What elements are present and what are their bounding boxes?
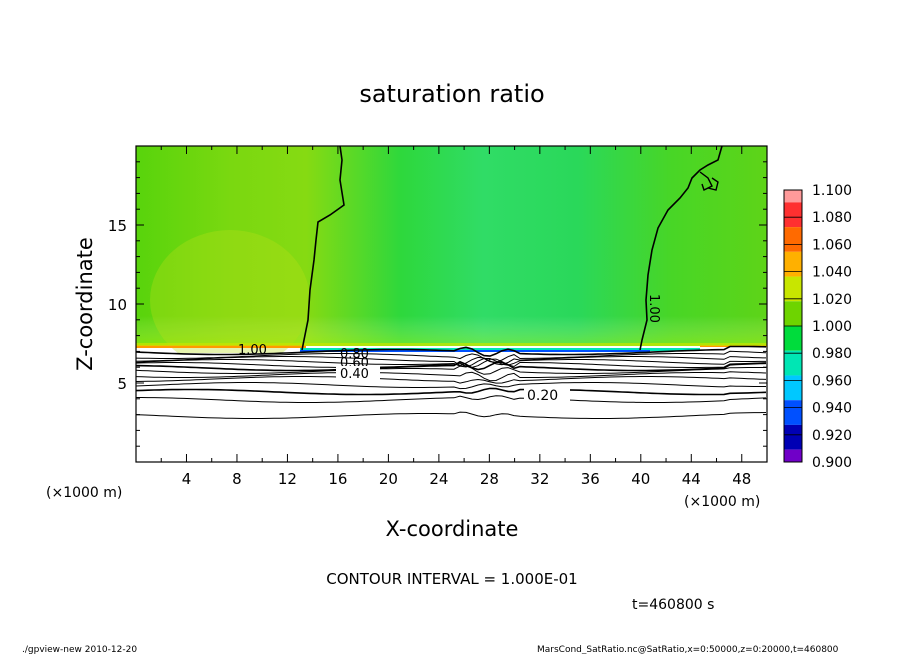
x-tick-label: 36 [581, 470, 600, 488]
contour-line-1-00-left [301, 145, 345, 351]
colorbar: 1.100 1.080 1.060 1.040 1.020 1.000 0.980 0.960… [783, 183, 852, 471]
x-tick-label: 28 [480, 470, 499, 488]
contour-label-0-20: 0.20 [527, 388, 558, 404]
contour-line [135, 345, 767, 357]
colorbar-label: 0.940 [812, 401, 852, 417]
x-tick-label: 40 [631, 470, 650, 488]
x-tick-label: 44 [682, 470, 701, 488]
x-unit-right: (×1000 m) [684, 494, 760, 510]
colorbar-swatch [784, 449, 802, 462]
contour-label-1-00-left: 1.00 [238, 343, 267, 358]
boundary-strip-cyan [300, 348, 700, 351]
colorbar-label: 1.060 [812, 237, 852, 253]
colorbar-swatch [784, 202, 802, 228]
colorbar-swatch [784, 276, 802, 302]
colorbar-swatch [784, 326, 802, 351]
colorbar-swatch [784, 424, 802, 450]
contour-line [135, 365, 766, 375]
colorbar-swatch [784, 227, 802, 252]
contour-line [135, 356, 767, 366]
contour-lines [135, 345, 767, 419]
colorbar-label: 1.000 [812, 319, 852, 335]
x-axis-title: X-coordinate [386, 517, 519, 541]
contour-line [135, 376, 767, 384]
colorbar-swatch [784, 375, 802, 401]
contour-interval: CONTOUR INTERVAL = 1.000E-01 [326, 570, 577, 588]
colorbar-label: 0.900 [812, 455, 852, 471]
time-label: t=460800 s [632, 597, 714, 613]
colorbar-swatch [784, 190, 802, 203]
chart-title: saturation ratio [359, 80, 544, 108]
x-tick-label: 8 [232, 470, 242, 488]
x-tick-label: 12 [278, 470, 297, 488]
contour-line [135, 387, 767, 396]
colorbar-label: 1.100 [812, 183, 852, 199]
y-tick-label: 15 [108, 217, 127, 235]
colorbar-swatch [784, 251, 802, 277]
contour-line [135, 350, 767, 363]
x-unit-left: (×1000 m) [46, 485, 122, 501]
saturation-field-shade [136, 146, 767, 346]
x-tick-label: 4 [182, 470, 192, 488]
x-tick-label: 24 [429, 470, 448, 488]
contour-line-1-00-right-tip [699, 171, 719, 191]
x-tick-label: 48 [732, 470, 751, 488]
contour-line-1-00-right [639, 145, 723, 351]
plot-area: 1.00 1.00 0.80 0.60 0.40 0.20 4 8 12 16 20 24… [108, 145, 768, 488]
contour-line [135, 411, 767, 419]
contour-label-1-00-right: 1.00 [646, 294, 661, 323]
colorbar-swatch [784, 350, 802, 376]
contour-line [135, 358, 767, 368]
colorbar-label: 0.980 [812, 346, 852, 362]
colorbar-label: 1.080 [812, 210, 852, 226]
y-axis-title: Z-coordinate [73, 237, 97, 371]
contour-line [136, 395, 767, 403]
colorbar-label: 0.960 [812, 373, 852, 389]
boundary-strip-orange [136, 345, 306, 348]
boundary-strip-yellow [136, 343, 767, 346]
x-tick-label: 16 [328, 470, 347, 488]
colorbar-label: 1.040 [812, 265, 852, 281]
contour-label-0-80: 0.80 [340, 347, 369, 362]
colorbar-swatch [784, 400, 802, 425]
y-tick-label: 5 [117, 375, 127, 393]
contour-line [135, 371, 767, 382]
supersaturated-region [150, 230, 310, 370]
colorbar-swatch [784, 301, 802, 326]
x-tick-label: 32 [530, 470, 549, 488]
y-ticks: 5 10 15 [108, 161, 767, 447]
contour-line [135, 360, 767, 372]
contour-label-0-40: 0.40 [340, 367, 369, 382]
colorbar-label: 0.920 [812, 428, 852, 444]
footer-right: MarsCond_SatRatio.nc@SatRatio,x=0:50000,… [537, 645, 839, 654]
colorbar-label: 1.020 [812, 292, 852, 308]
x-tick-label: 20 [379, 470, 398, 488]
x-ticks: 4 8 12 16 20 24 28 32 36 40 44 48 [160, 146, 768, 488]
contour-line [135, 358, 766, 368]
y-tick-label: 10 [108, 296, 127, 314]
contour-line [135, 382, 766, 390]
footer-left: ./gpview-new 2010-12-20 [22, 645, 137, 654]
